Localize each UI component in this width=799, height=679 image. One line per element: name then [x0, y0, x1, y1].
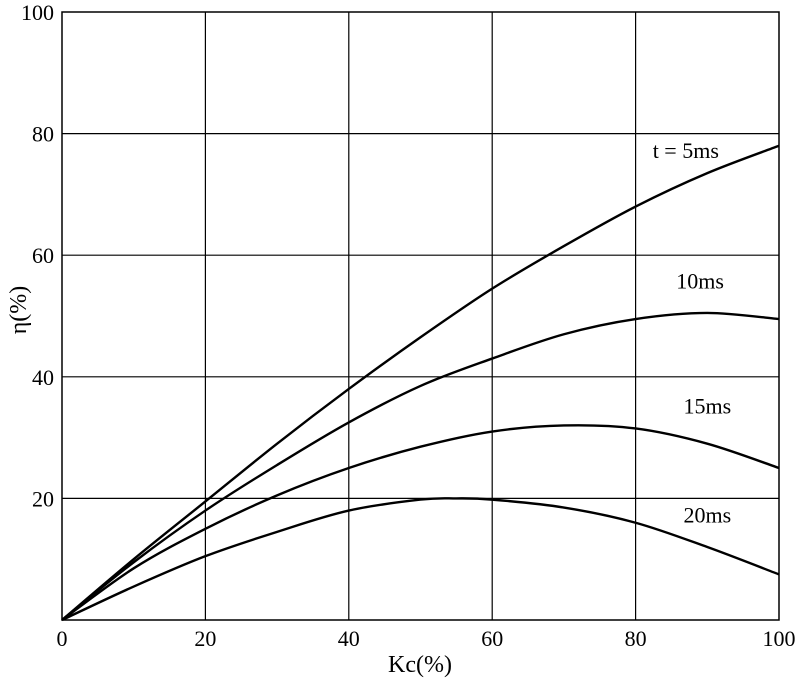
tick-labels: 0 20 40 60 80 100 20 40 60 80 100	[21, 0, 796, 651]
series-line-4	[61, 497, 780, 622]
y-axis-label: η(%)	[6, 286, 32, 335]
series-line-2	[61, 311, 780, 621]
x-tick-label-20: 20	[194, 626, 216, 651]
plot-frame	[61, 11, 780, 621]
series-annotations: t = 5ms 10ms 15ms 20ms	[653, 138, 731, 528]
x-tick-label-100: 100	[763, 626, 796, 651]
series-label-4: 20ms	[683, 503, 731, 528]
series-curves	[61, 144, 780, 622]
grid	[61, 11, 780, 621]
y-tick-label-40: 40	[32, 365, 54, 390]
y-tick-label-20: 20	[32, 486, 54, 511]
x-tick-label-0: 0	[57, 626, 68, 651]
series-line-1	[61, 144, 780, 621]
x-tick-label-40: 40	[338, 626, 360, 651]
series-line-3	[61, 424, 780, 621]
y-tick-label-80: 80	[32, 122, 54, 147]
y-tick-label-60: 60	[32, 243, 54, 268]
x-tick-label-60: 60	[481, 626, 503, 651]
series-label-3: 15ms	[683, 393, 731, 418]
x-axis-label: Kс(%)	[388, 652, 452, 678]
series-label-2: 10ms	[676, 269, 724, 294]
x-tick-label-80: 80	[625, 626, 647, 651]
y-tick-label-100: 100	[21, 0, 54, 25]
series-label-1: t = 5ms	[653, 138, 719, 163]
